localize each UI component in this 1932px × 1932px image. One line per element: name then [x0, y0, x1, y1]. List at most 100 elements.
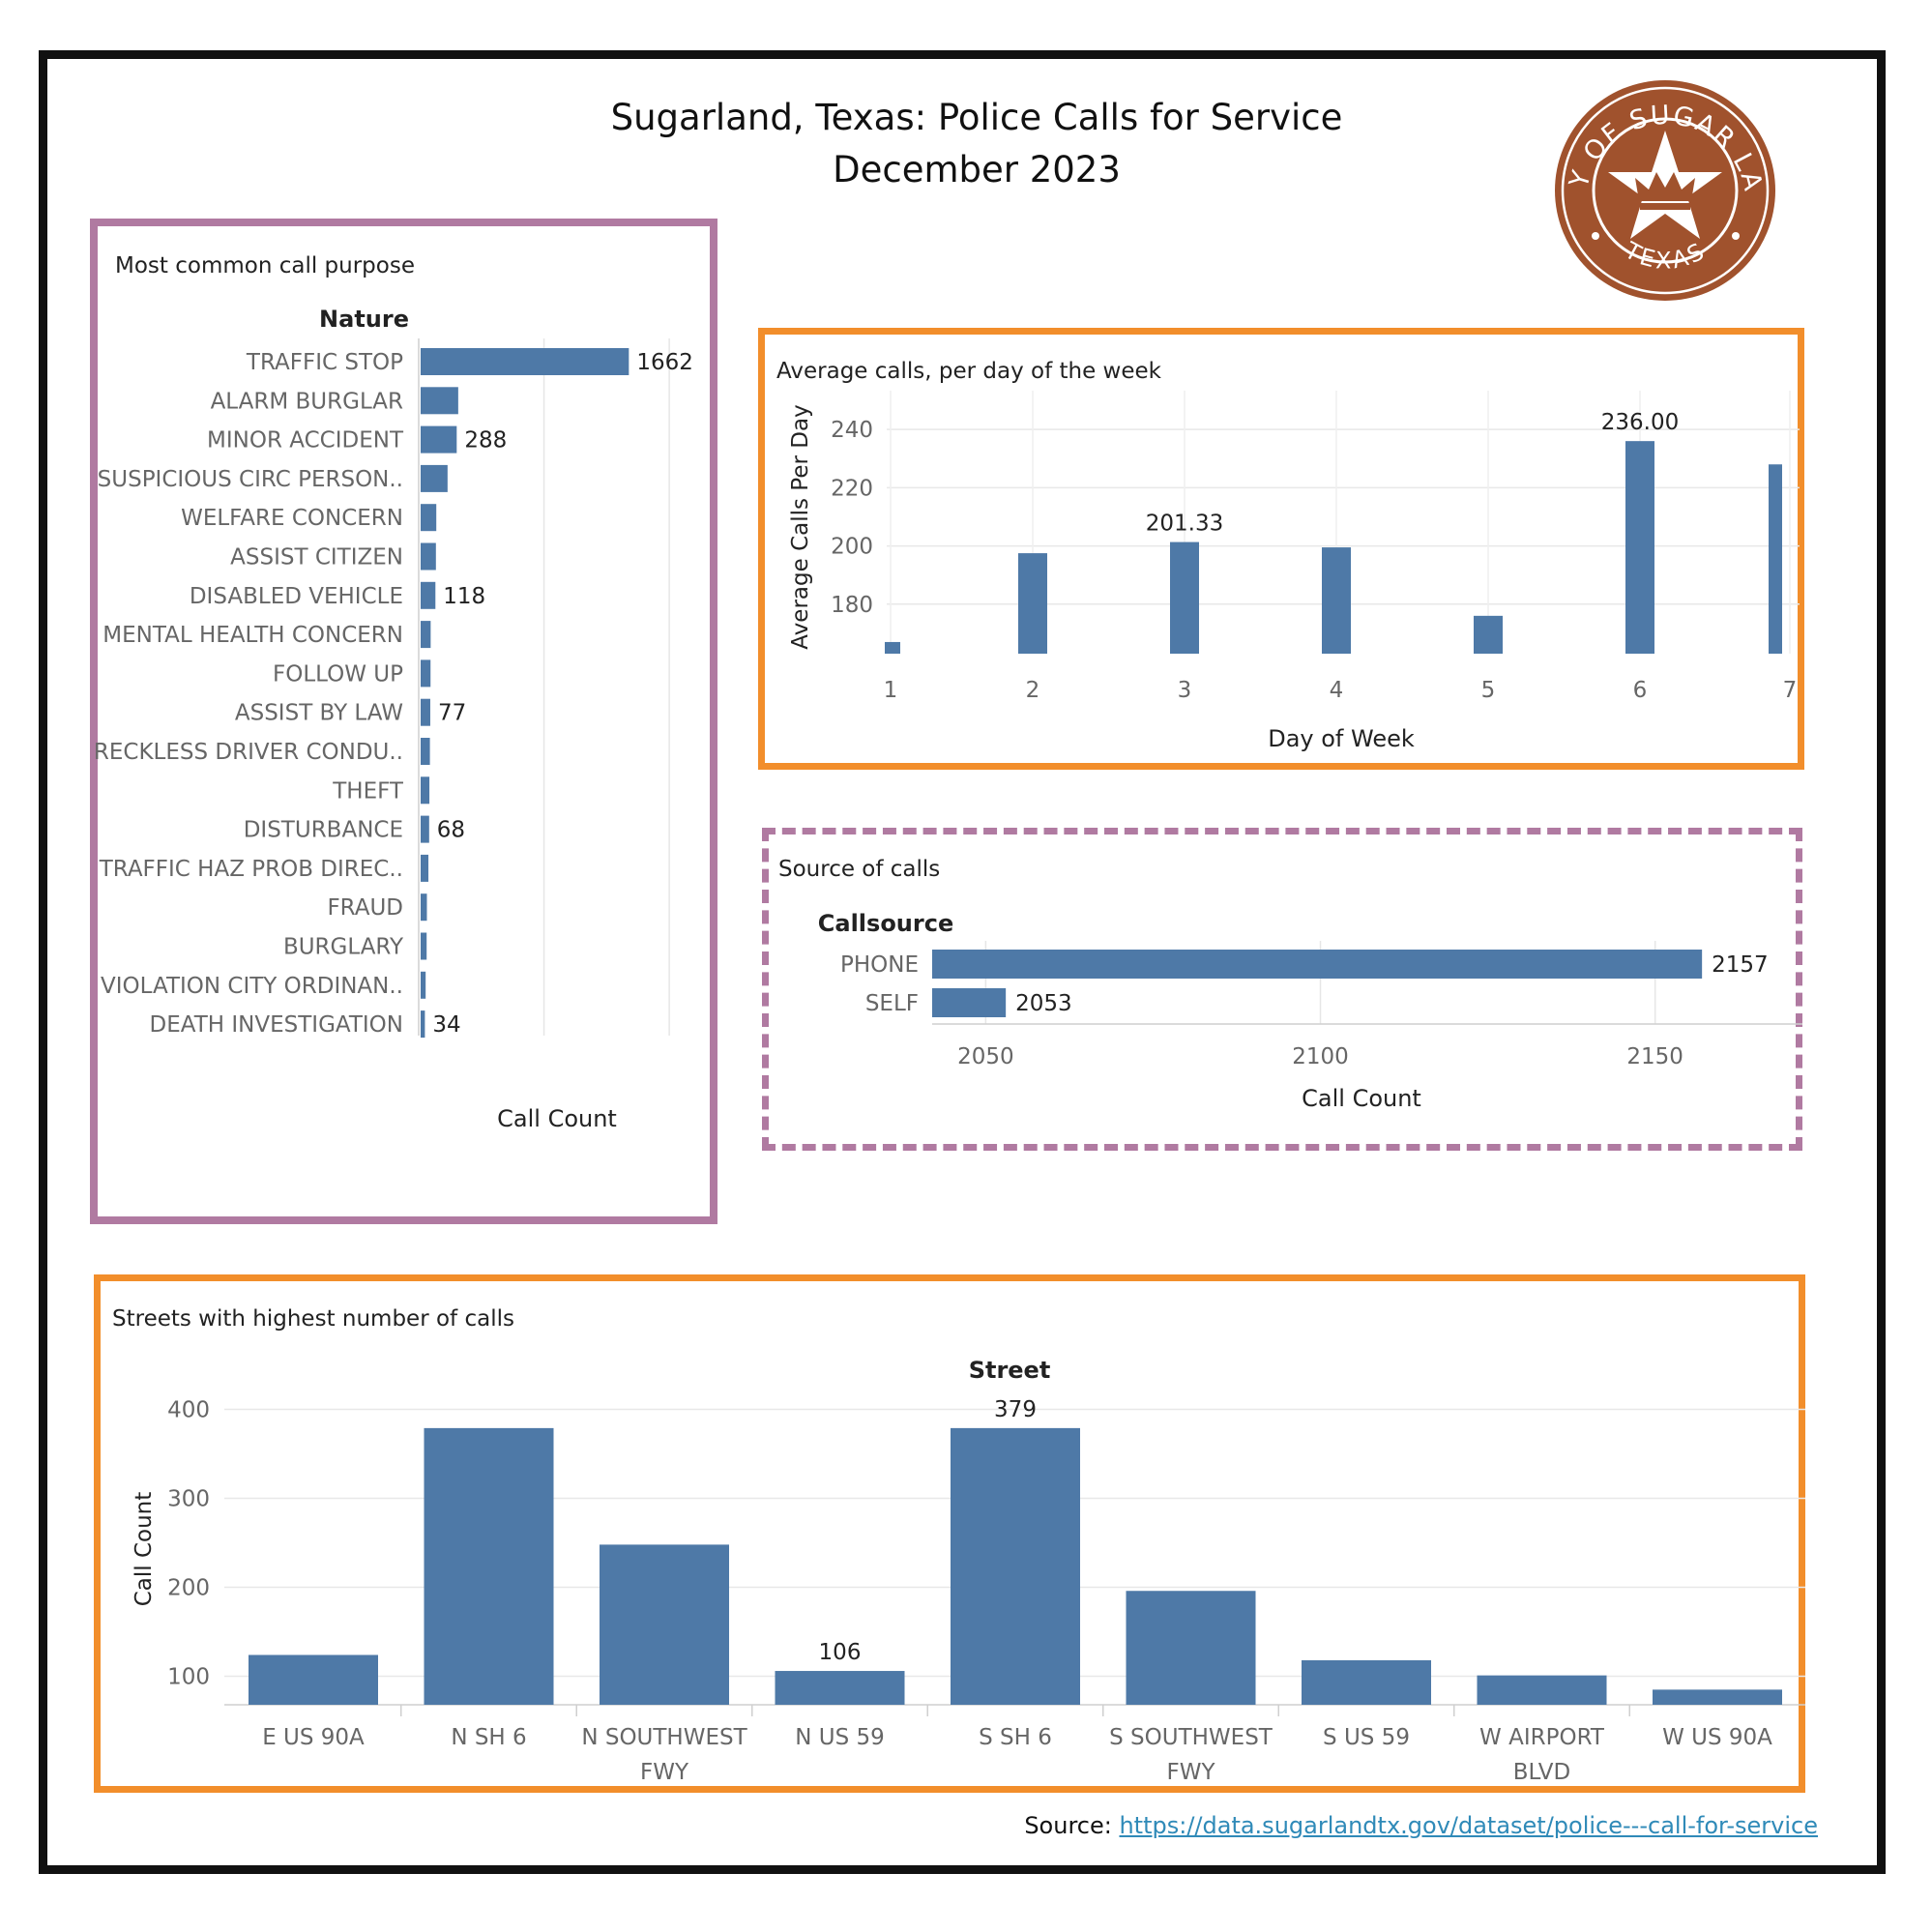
panel-day-of-week: Average calls, per day of the week 180 200…	[758, 328, 1804, 770]
x-axis-label: Call Count	[1302, 1085, 1421, 1112]
bar	[932, 950, 1703, 979]
data-label: 118	[443, 584, 485, 609]
bar	[421, 542, 436, 571]
source-line: Source: https://data.sugarlandtx.gov/dat…	[1024, 1812, 1818, 1839]
category-label: FOLLOW UP	[273, 661, 403, 687]
bar	[421, 581, 436, 609]
y-tick-label: 300	[167, 1487, 210, 1512]
dashboard-frame	[39, 50, 1886, 1874]
data-label: 201.33	[1146, 512, 1223, 537]
bar	[421, 698, 430, 726]
panel-call-source: Source of calls Callsource 2050 2100 2150 PHO…	[762, 828, 1802, 1151]
category-label: SUSPICIOUS CIRC PERSON..	[98, 467, 403, 492]
category-label: RECKLESS DRIVER CONDU..	[94, 740, 403, 765]
bar	[421, 464, 448, 492]
y-tick-label: 180	[831, 593, 873, 618]
bar	[1322, 547, 1351, 654]
x-tick-label: 4	[1330, 678, 1344, 703]
y-tick-label: 220	[831, 476, 873, 501]
source-link[interactable]: https://data.sugarlandtx.gov/dataset/pol…	[1119, 1812, 1818, 1839]
chart-title: Average calls, per day of the week	[776, 359, 1162, 384]
category-label: VIOLATION CITY ORDINAN..	[101, 974, 403, 999]
data-label: 1662	[636, 350, 693, 375]
bar	[421, 387, 458, 415]
category-label: MINOR ACCIDENT	[207, 428, 404, 454]
y-axis-label: Average Calls Per Day	[788, 404, 813, 649]
data-label: 34	[432, 1012, 460, 1038]
panel-call-purpose: Most common call purpose Nature TRAFFIC ST…	[90, 219, 717, 1224]
bar	[775, 1671, 905, 1705]
bar	[421, 738, 430, 765]
chart-title: Streets with highest number of calls	[112, 1306, 514, 1332]
street-bar-chart: Streets with highest number of calls Stre…	[112, 1306, 1805, 1785]
x-tick-label: 2100	[1292, 1044, 1349, 1069]
x-tick-label: N SH 6	[451, 1725, 526, 1750]
x-tick-label: S SH 6	[979, 1725, 1052, 1750]
x-tick-label: S US 59	[1323, 1725, 1410, 1750]
bar	[1126, 1591, 1256, 1705]
bar	[424, 1427, 554, 1705]
x-tick-label: 5	[1481, 678, 1496, 703]
x-tick-label: FWY	[640, 1760, 689, 1785]
category-label: MENTAL HEALTH CONCERN	[102, 623, 403, 648]
seal-crown-icon	[1635, 172, 1695, 201]
x-tick-label: E US 90A	[262, 1725, 365, 1750]
category-label: BURGLARY	[283, 935, 404, 960]
bar	[421, 1010, 425, 1039]
bar	[421, 854, 429, 882]
x-tick-label: N US 59	[795, 1725, 885, 1750]
category-label: FRAUD	[327, 895, 403, 921]
data-label: 288	[464, 428, 507, 454]
category-label: ALARM BURGLAR	[211, 389, 403, 414]
category-label: WELFARE CONCERN	[181, 506, 403, 531]
x-tick-label: W US 90A	[1662, 1725, 1772, 1750]
x-tick-label: N SOUTHWEST	[581, 1725, 747, 1750]
category-label: SELF	[865, 991, 919, 1016]
category-header: Street	[969, 1357, 1051, 1384]
x-tick-label: W AIRPORT	[1479, 1725, 1605, 1750]
bar	[421, 659, 431, 688]
x-tick-label: 2050	[957, 1044, 1014, 1069]
bar	[1477, 1675, 1607, 1705]
source-label: Source:	[1024, 1812, 1112, 1839]
data-label: 68	[437, 818, 465, 843]
title-line-2: December 2023	[833, 149, 1121, 190]
bar	[1018, 553, 1047, 654]
category-header: Callsource	[818, 910, 953, 937]
panel-streets: Streets with highest number of calls Stre…	[94, 1274, 1805, 1793]
category-header: Nature	[319, 306, 409, 333]
call-source-bar-chart: Source of calls Callsource 2050 2100 2150 PHO…	[778, 857, 1802, 1112]
x-tick-label: FWY	[1166, 1760, 1215, 1785]
y-tick-label: 100	[167, 1665, 210, 1690]
bar	[1170, 542, 1199, 654]
x-axis-label: Day of Week	[1268, 725, 1415, 752]
chart-title: Source of calls	[778, 857, 940, 882]
city-seal-logo: CITY OF SUGAR LAND TEXAS	[1541, 54, 1775, 301]
category-label: DEATH INVESTIGATION	[150, 1012, 403, 1038]
seal-star-icon	[1608, 131, 1722, 239]
y-tick-label: 200	[167, 1576, 210, 1601]
category-label: DISTURBANCE	[244, 818, 403, 843]
data-label: 379	[994, 1397, 1037, 1422]
data-label: 2053	[1015, 991, 1072, 1016]
title-line-1: Sugarland, Texas: Police Calls for Servi…	[610, 97, 1343, 138]
bar	[421, 425, 457, 454]
day-of-week-bar-chart: Average calls, per day of the week 180 200…	[776, 359, 1800, 752]
category-label: ASSIST BY LAW	[235, 701, 403, 726]
bar	[421, 932, 427, 960]
bar	[421, 815, 429, 843]
bar	[932, 988, 1007, 1017]
bar	[1653, 1689, 1782, 1705]
bar	[421, 776, 430, 805]
data-label: 106	[819, 1640, 862, 1665]
bar	[1302, 1660, 1431, 1705]
bar	[1625, 441, 1654, 654]
chart-title: Most common call purpose	[115, 253, 415, 278]
nature-bar-chart: Most common call purpose Nature TRAFFIC ST…	[94, 253, 693, 1132]
x-tick-label: 2150	[1626, 1044, 1683, 1069]
x-tick-label: 6	[1633, 678, 1648, 703]
dashboard-title: Sugarland, Texas: Police Calls for Servi…	[542, 92, 1412, 196]
bar	[1769, 464, 1782, 654]
x-tick-label: 3	[1178, 678, 1192, 703]
bar	[885, 641, 900, 654]
